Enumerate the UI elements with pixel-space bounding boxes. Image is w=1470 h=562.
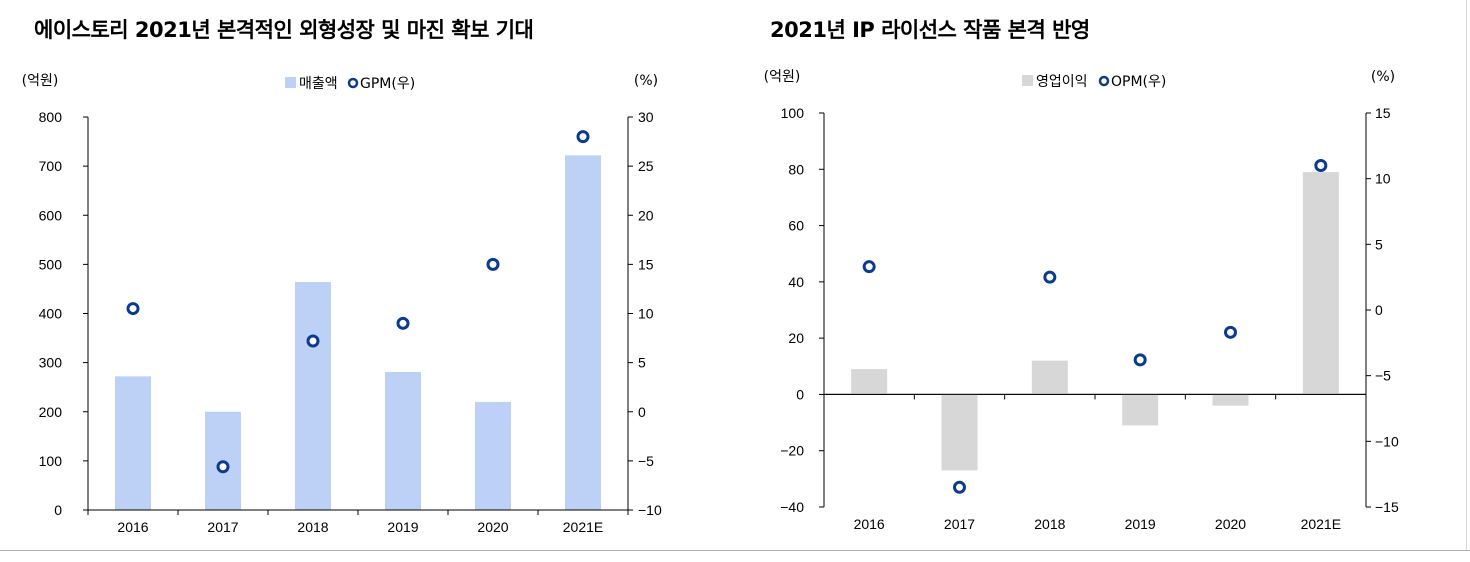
legend-swatch-marker	[347, 77, 359, 89]
left-tick-label: 500	[39, 256, 63, 272]
legend-label-marker: GPM(우)	[360, 76, 415, 92]
left-tick-label: 40	[788, 274, 804, 290]
bar-2016	[851, 369, 888, 395]
x-tick-label: 2017	[207, 519, 238, 535]
chart-op-profit-opm: 100 80 60 40 20 0 −20 −40 15 10 5 0 −5 −10 −15 2016 2017…	[764, 69, 1399, 532]
right-tick-label: −5	[1375, 368, 1391, 384]
chart-title: 에이스토리 2021년 본격적인 외형성장 및 마진 확보 기대	[34, 18, 534, 42]
bar-2019	[385, 371, 421, 510]
right-tick-label: 0	[638, 404, 646, 420]
left-tick-label: 300	[39, 355, 63, 371]
chart-panel-operating-profit: 2021년 IP 라이선스 작품 본격 반영 100 80 60 40 20 0 −20 −4…	[735, 0, 1470, 550]
right-tick-label: 15	[1375, 105, 1391, 121]
bottom-divider	[0, 550, 1470, 551]
right-tick-label: −10	[1375, 433, 1399, 449]
right-tick-label: −15	[1375, 499, 1399, 515]
chart-title: 2021년 IP 라이선스 작품 본격 반영	[770, 18, 1090, 42]
chart-panel-revenue: 에이스토리 2021년 본격적인 외형성장 및 마진 확보 기대 800 700 6…	[0, 0, 735, 550]
right-tick-label: 15	[638, 256, 654, 272]
left-axis-unit: (억원)	[22, 73, 59, 89]
left-tick-label: 400	[39, 306, 63, 322]
bar-2018	[295, 282, 331, 510]
legend-swatch-bar	[1022, 75, 1033, 86]
right-axis-unit: (%)	[1371, 69, 1395, 85]
bar-2019	[1122, 394, 1159, 426]
x-tick-label: 2017	[944, 516, 975, 532]
right-tick-label: 10	[638, 306, 654, 322]
marker-2016	[126, 302, 140, 316]
marker-2020	[1224, 325, 1237, 339]
marker-2019	[1133, 353, 1147, 367]
left-tick-label: 100	[39, 453, 63, 469]
left-tick-label: 0	[54, 502, 62, 518]
bar-2020	[475, 401, 511, 510]
left-tick-label: 0	[796, 386, 804, 402]
right-axis-unit: (%)	[634, 73, 658, 89]
marker-2018	[306, 334, 320, 348]
x-tick-label: 2020	[1215, 516, 1246, 532]
chart-revenue-gpm: 800 700 600 500 400 300 200 100 0 30 25 20 15 10 5 0 −5 −…	[22, 73, 662, 535]
right-tick-label: 30	[638, 109, 654, 125]
right-tick-label: 25	[638, 158, 654, 174]
x-tick-label: 2016	[854, 516, 885, 532]
left-tick-label: 100	[781, 105, 805, 121]
left-tick-label: 700	[39, 158, 63, 174]
right-tick-label: −10	[638, 502, 662, 518]
right-tick-label: 5	[638, 355, 646, 371]
legend-label-bar: 영업이익	[1036, 74, 1088, 90]
left-tick-label: −20	[780, 443, 804, 459]
left-axis-unit: (억원)	[764, 69, 801, 85]
marker-2021E	[576, 130, 590, 144]
marker-2021E	[1314, 159, 1328, 173]
marker-2017	[953, 480, 966, 494]
x-tick-label: 2019	[1125, 516, 1156, 532]
bar-2021E	[1302, 172, 1339, 395]
left-tick-label: −40	[780, 499, 804, 515]
left-tick-label: 200	[39, 404, 63, 420]
right-tick-label: 0	[1375, 302, 1383, 318]
marker-2017	[216, 460, 230, 474]
marker-2018	[1043, 270, 1057, 284]
x-tick-label: 2020	[477, 519, 508, 535]
bar-2018	[1031, 360, 1068, 395]
legend-swatch-bar	[285, 77, 296, 88]
right-tick-label: 5	[1375, 236, 1383, 252]
legend-label-bar: 매출액	[299, 76, 338, 92]
left-tick-label: 60	[788, 218, 804, 234]
bar-2016	[115, 376, 151, 510]
marker-2016	[862, 260, 876, 274]
marker-2019	[396, 316, 410, 330]
x-tick-label: 2016	[117, 519, 148, 535]
x-tick-label: 2018	[1034, 516, 1065, 532]
marker-2020	[486, 257, 500, 271]
right-tick-label: −5	[638, 453, 654, 469]
x-tick-label: 2021E	[563, 519, 603, 535]
left-tick-label: 600	[39, 207, 63, 223]
left-tick-label: 20	[788, 330, 804, 346]
x-tick-label: 2021E	[1301, 516, 1341, 532]
left-tick-label: 80	[788, 161, 804, 177]
legend-label-marker: OPM(우)	[1111, 74, 1166, 90]
bar-2017	[941, 394, 978, 471]
right-tick-label: 20	[638, 207, 654, 223]
x-tick-label: 2018	[297, 519, 328, 535]
x-tick-label: 2019	[387, 519, 418, 535]
bar-2021E	[565, 155, 601, 510]
left-tick-label: 800	[39, 109, 63, 125]
bar-2020	[1212, 394, 1249, 406]
legend-swatch-marker	[1098, 75, 1110, 87]
right-divider	[1466, 0, 1467, 550]
right-tick-label: 10	[1375, 171, 1391, 187]
